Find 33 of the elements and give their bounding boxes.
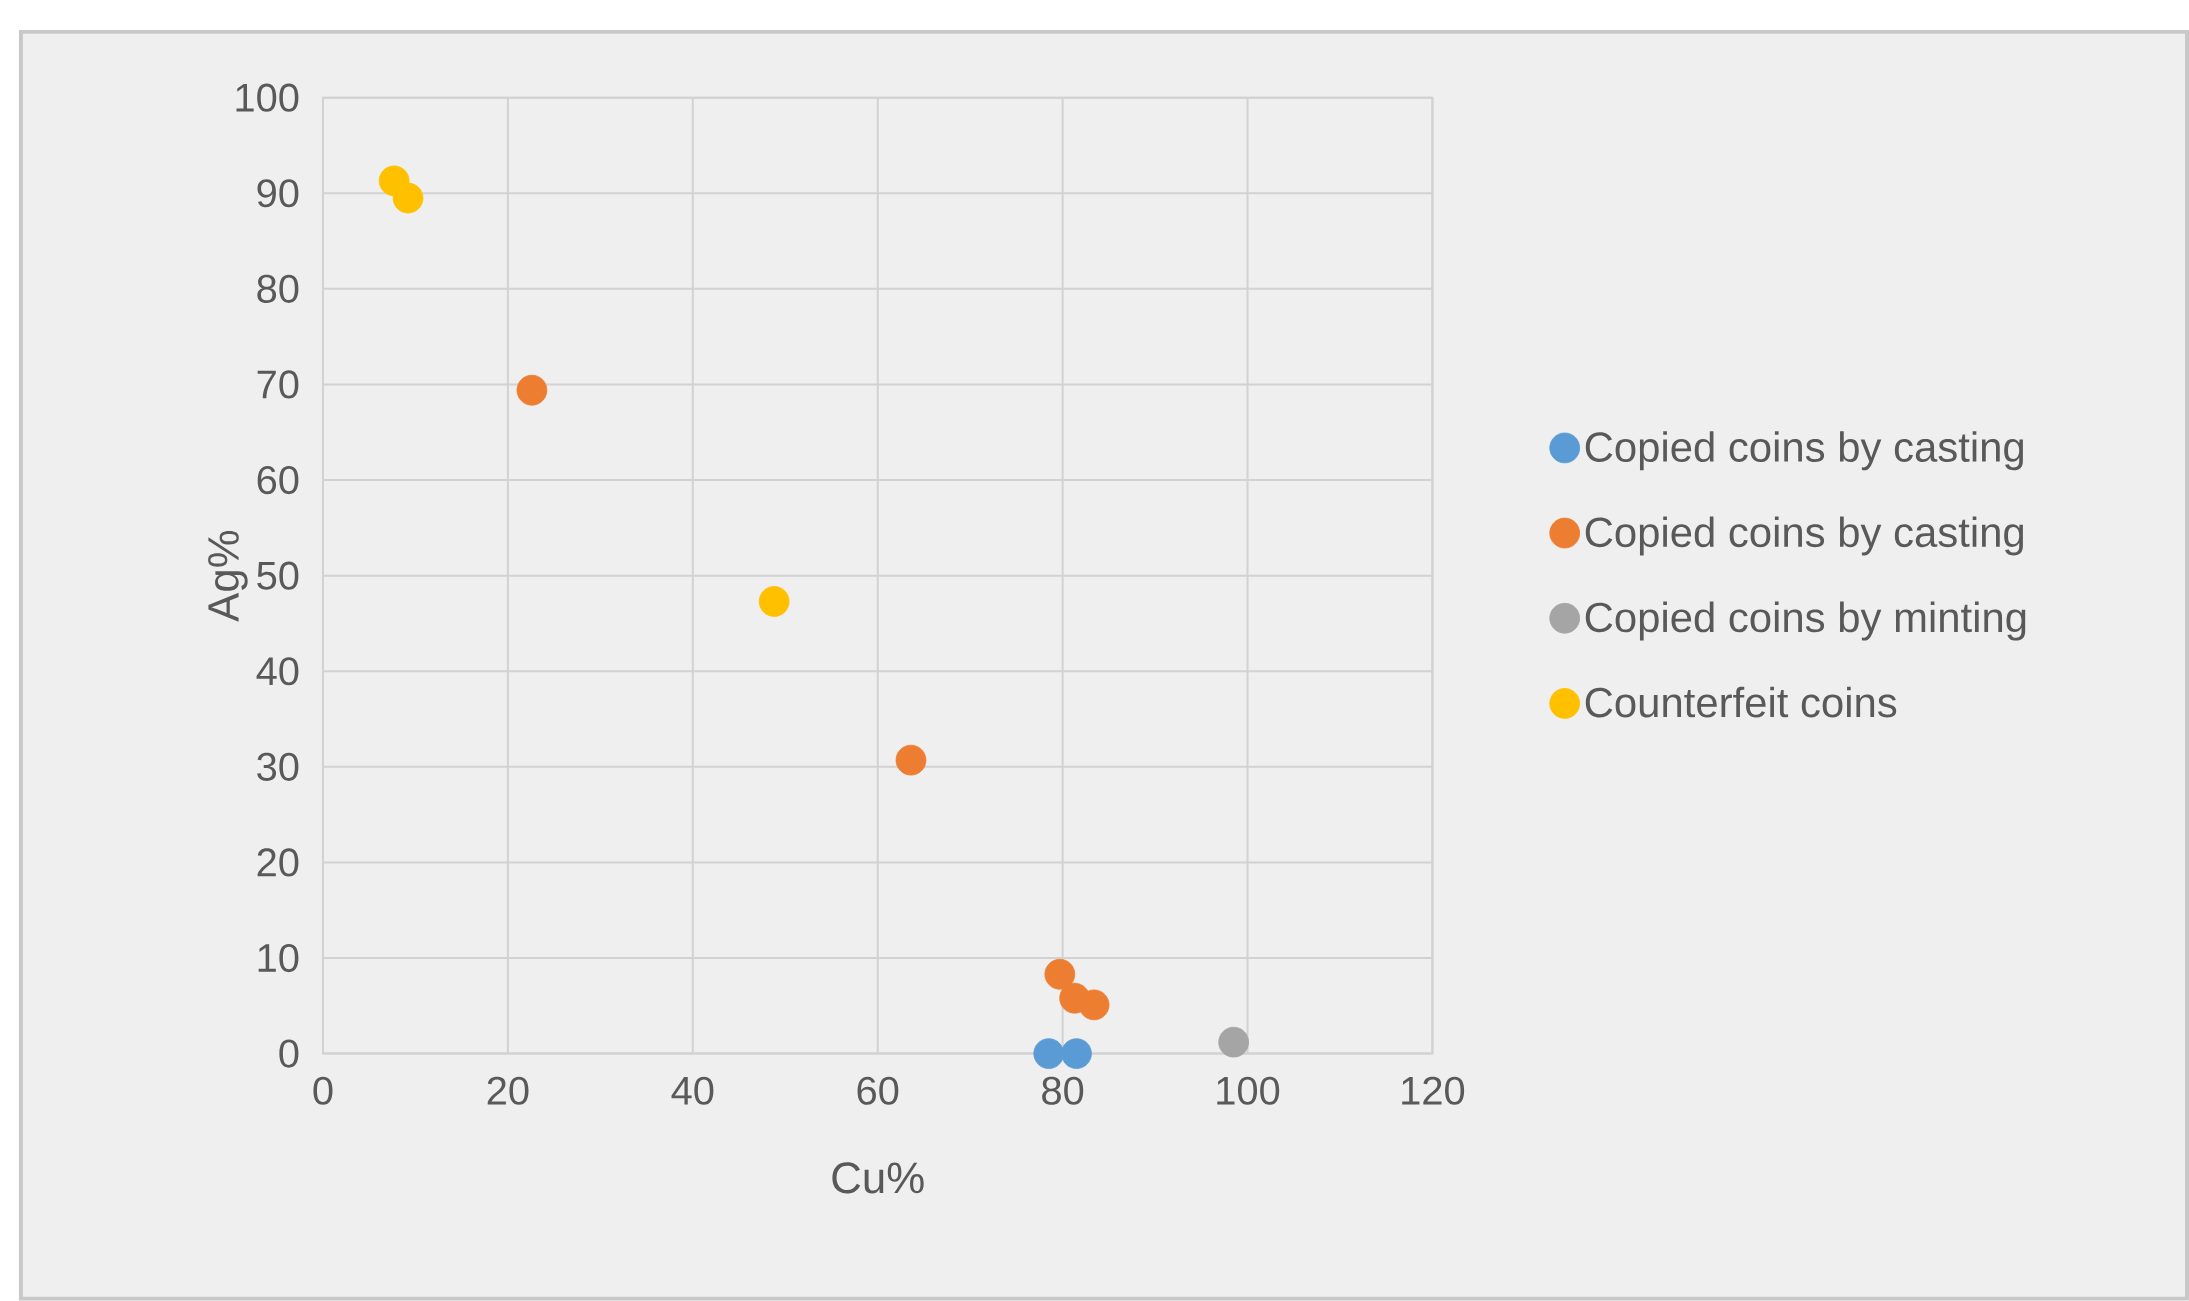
x-axis-title: Cu% [832, 1162, 924, 1194]
y-tick-label: 100 [236, 83, 299, 112]
point [1044, 959, 1076, 990]
y-tick-label: 0 [279, 1039, 299, 1068]
legend-label: Copied coins by minting [1585, 601, 2026, 641]
y-tick-label: 30 [257, 752, 299, 782]
y-tick-label: 10 [258, 944, 299, 973]
point [1033, 1038, 1065, 1070]
point [895, 744, 927, 776]
point [1078, 989, 1110, 1021]
point [392, 182, 424, 214]
y-tick-label: 60 [257, 466, 299, 495]
point [758, 586, 790, 617]
y-tick-label: 80 [257, 274, 299, 304]
point [1061, 1038, 1092, 1070]
y-tick-label: 90 [257, 179, 299, 208]
point [1218, 1026, 1250, 1058]
y-tick-label: 40 [256, 657, 299, 686]
y-tick-label: 20 [257, 848, 299, 877]
legend-label: Counterfeit coins [1585, 686, 1897, 718]
x-tick-label: 60 [857, 1076, 899, 1105]
x-tick-label: 80 [1042, 1076, 1084, 1105]
x-tick-label: 120 [1402, 1076, 1465, 1105]
x-tick-label: 20 [487, 1076, 529, 1105]
legend-label: Copied coins by casting [1585, 431, 2024, 471]
y-tick-label: 70 [257, 370, 299, 399]
y-axis-title: Ag% [208, 530, 248, 622]
legend-label: Copied coins by casting [1585, 516, 2024, 556]
y-tick-label: 50 [257, 561, 299, 590]
x-tick-label: 40 [671, 1076, 714, 1105]
x-tick-label: 100 [1217, 1076, 1280, 1105]
x-tick-label: 0 [313, 1076, 333, 1105]
point [516, 374, 548, 406]
